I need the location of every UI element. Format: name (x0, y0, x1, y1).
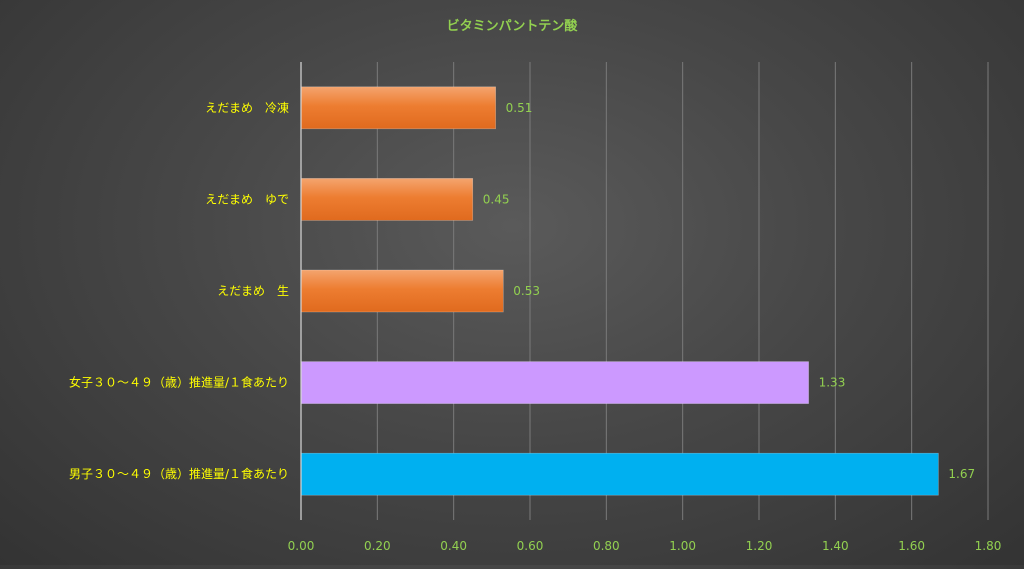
gridlines (376, 62, 989, 520)
bar (300, 361, 809, 404)
data-label: 1.67 (948, 467, 975, 481)
x-tick-label: 0.80 (593, 539, 620, 553)
x-tick-label: 0.00 (288, 539, 315, 553)
data-label: 0.45 (483, 192, 510, 206)
category-label: えだまめ 冷凍 (205, 101, 289, 115)
data-label: 0.51 (506, 101, 533, 115)
data-label: 1.33 (819, 376, 846, 390)
data-label: 0.53 (513, 284, 540, 298)
x-tick-label: 1.20 (746, 539, 773, 553)
x-axis-tick-labels: 0.00 0.20 0.40 0.60 0.80 1.00 1.20 1.40 1.60 1.80 (288, 539, 1002, 553)
x-tick-label: 1.60 (898, 539, 925, 553)
x-tick-label: 0.60 (517, 539, 544, 553)
bar (300, 269, 504, 313)
category-label: えだまめ 生 (217, 284, 289, 298)
x-tick-label: 1.80 (975, 539, 1002, 553)
bar (300, 178, 474, 221)
category-label: 女子３０～４９（歳）推進量/１食あたり (69, 375, 289, 390)
bars: 0.51 0.45 0.53 1.33 1.67 (300, 86, 975, 496)
category-label: 男子３０～４９（歳）推進量/１食あたり (69, 466, 289, 481)
x-tick-label: 0.20 (364, 539, 391, 553)
x-tick-label: 1.40 (822, 539, 849, 553)
x-tick-label: 1.00 (669, 539, 696, 553)
chart-title: ビタミンパントテン酸 (447, 18, 579, 34)
bar (300, 86, 496, 130)
x-tick-label: 0.40 (440, 539, 467, 553)
bar (300, 452, 939, 496)
category-label: えだまめ ゆで (205, 192, 289, 206)
